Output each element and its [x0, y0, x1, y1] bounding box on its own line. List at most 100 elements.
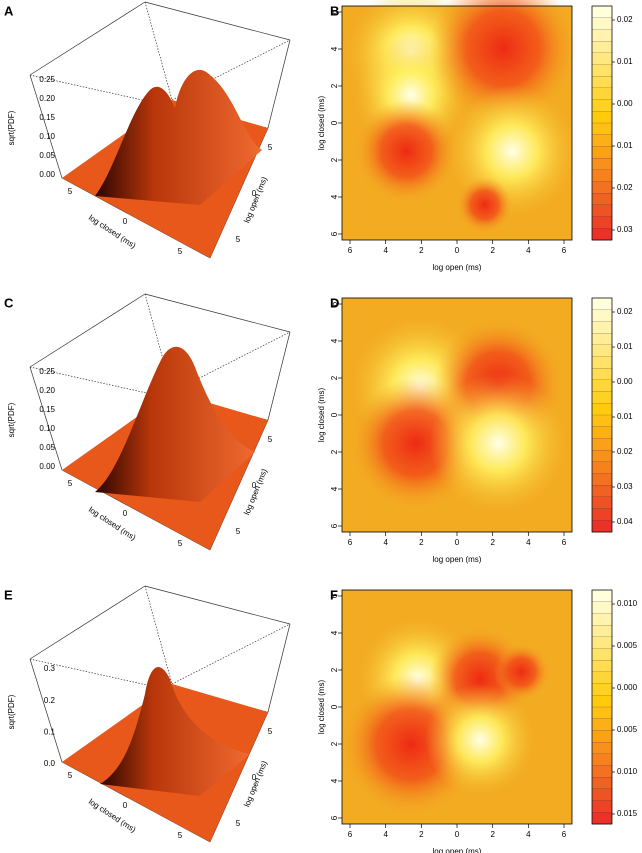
colorbar-band: [591, 122, 613, 136]
colorbar-band: [591, 648, 613, 661]
colorbar-tick-label: 0.015: [617, 809, 638, 818]
closed-axis-label: log closed (ms): [87, 505, 138, 542]
x-tick-label: 2: [490, 246, 495, 255]
colorbar-tick-label: 0.03: [617, 482, 633, 491]
colorbar-band: [591, 671, 613, 685]
y-tick-label: 6: [330, 815, 339, 820]
box-edge: [267, 623, 291, 713]
closed-axis-label: log closed (ms): [87, 213, 138, 250]
box-edge: [29, 366, 63, 471]
colorbar-band: [591, 426, 613, 439]
colorbar-band: [591, 660, 613, 673]
x-tick-label: 6: [348, 830, 353, 839]
colorbar-band: [591, 228, 613, 241]
colorbar-band: [591, 765, 613, 778]
panel-letter: E: [4, 587, 13, 602]
open-axis-label: log open (ms): [242, 759, 269, 808]
x-tick-label: 6: [348, 246, 353, 255]
colorbar-frame: [591, 5, 613, 241]
heatmap-blob: [424, 683, 536, 796]
panel-row: C 0.25 0.20 0.15 0.10 0.05 0.00 sqrt(PDF) 5 0 5 log…: [4, 293, 633, 564]
z-tick-label: 0.15: [39, 405, 55, 414]
x-tick-label: 4: [526, 830, 531, 839]
z-tick-label: 0.20: [39, 94, 55, 103]
colorbar-tick-label: 0.02: [617, 15, 633, 24]
closed-tick-label: 5: [178, 831, 183, 840]
y-tick-label: 6: [330, 9, 339, 14]
x-tick-label: 0: [455, 830, 460, 839]
closed-tick-label: 5: [68, 479, 73, 488]
colorbar-band: [591, 368, 613, 381]
open-tick-label: 5: [236, 819, 241, 828]
colorbar-band: [591, 508, 613, 521]
closed-tick-label: 0: [123, 217, 128, 226]
colorbar-band: [591, 391, 613, 404]
box-edge: [29, 293, 146, 368]
y-tick-label: 2: [330, 157, 339, 162]
y-tick-label: 4: [330, 486, 339, 491]
colorbar-band: [591, 356, 613, 369]
colorbar-band: [591, 297, 613, 311]
y-axis-label: log closed (ms): [317, 388, 326, 443]
z-axis-label: sqrt(PDF): [7, 694, 16, 729]
box-edge: [267, 39, 291, 129]
colorbar-band: [591, 450, 613, 463]
y-tick-label: 4: [330, 778, 339, 783]
x-tick-label: 2: [419, 246, 424, 255]
y-tick-label: 2: [330, 449, 339, 454]
colorbar-band: [591, 379, 613, 393]
colorbar-band: [591, 134, 613, 147]
colorbar-band: [591, 485, 613, 498]
z-axis-label: sqrt(PDF): [7, 402, 16, 437]
open-tick-label: 5: [268, 727, 273, 736]
box-edge: [267, 331, 291, 421]
open-tick-label: 5: [236, 235, 241, 244]
closed-tick-label: 0: [123, 509, 128, 518]
colorbar-band: [591, 29, 613, 42]
z-tick-label: 0.05: [39, 443, 55, 452]
x-axis-label: log open (ms): [433, 847, 482, 853]
colorbar-band: [591, 496, 613, 509]
closed-axis-label: log closed (ms): [87, 797, 138, 834]
z-tick-label: 0.25: [39, 75, 55, 84]
colorbar-band: [591, 17, 613, 30]
colorbar-band: [591, 52, 613, 65]
colorbar-tick-label: 0.03: [617, 225, 633, 234]
colorbar-band: [591, 742, 613, 755]
x-tick-label: 0: [455, 246, 460, 255]
colorbar-band: [591, 158, 613, 171]
colorbar-band: [591, 636, 613, 649]
y-tick-label: 6: [330, 301, 339, 306]
panel-letter: D: [330, 295, 339, 310]
open-tick-label: 0: [252, 481, 257, 490]
colorbar-band: [591, 321, 613, 334]
colorbar-band: [591, 812, 613, 825]
x-tick-label: 2: [419, 830, 424, 839]
colorbar-tick-label: 0.00: [617, 377, 633, 386]
colorbar-band: [591, 87, 613, 101]
x-tick-label: 4: [383, 246, 388, 255]
colorbar-tick-label: 0.005: [617, 641, 638, 650]
closed-tick-label: 5: [178, 247, 183, 256]
x-tick-label: 4: [526, 246, 531, 255]
x-tick-label: 4: [383, 830, 388, 839]
z-tick-label: 0.1: [44, 727, 56, 736]
colorbar-band: [591, 64, 613, 77]
open-axis-label: log open (ms): [242, 175, 269, 224]
colorbar-frame: [591, 297, 613, 533]
box-edge: [29, 658, 63, 763]
colorbar-tick-label: 0.000: [617, 683, 638, 692]
colorbar-band: [591, 601, 613, 614]
colorbar-band: [591, 216, 613, 229]
y-tick-label: 6: [330, 231, 339, 236]
x-tick-label: 2: [490, 830, 495, 839]
x-tick-label: 6: [562, 538, 567, 547]
y-tick-label: 4: [330, 194, 339, 199]
y-tick-label: 4: [330, 46, 339, 51]
colorbar-frame: [591, 589, 613, 825]
x-tick-label: 0: [455, 538, 460, 547]
colorbar-band: [591, 438, 613, 451]
colorbar-band: [591, 613, 613, 626]
surface-bump: [95, 346, 255, 502]
colorbar-band: [591, 520, 613, 533]
